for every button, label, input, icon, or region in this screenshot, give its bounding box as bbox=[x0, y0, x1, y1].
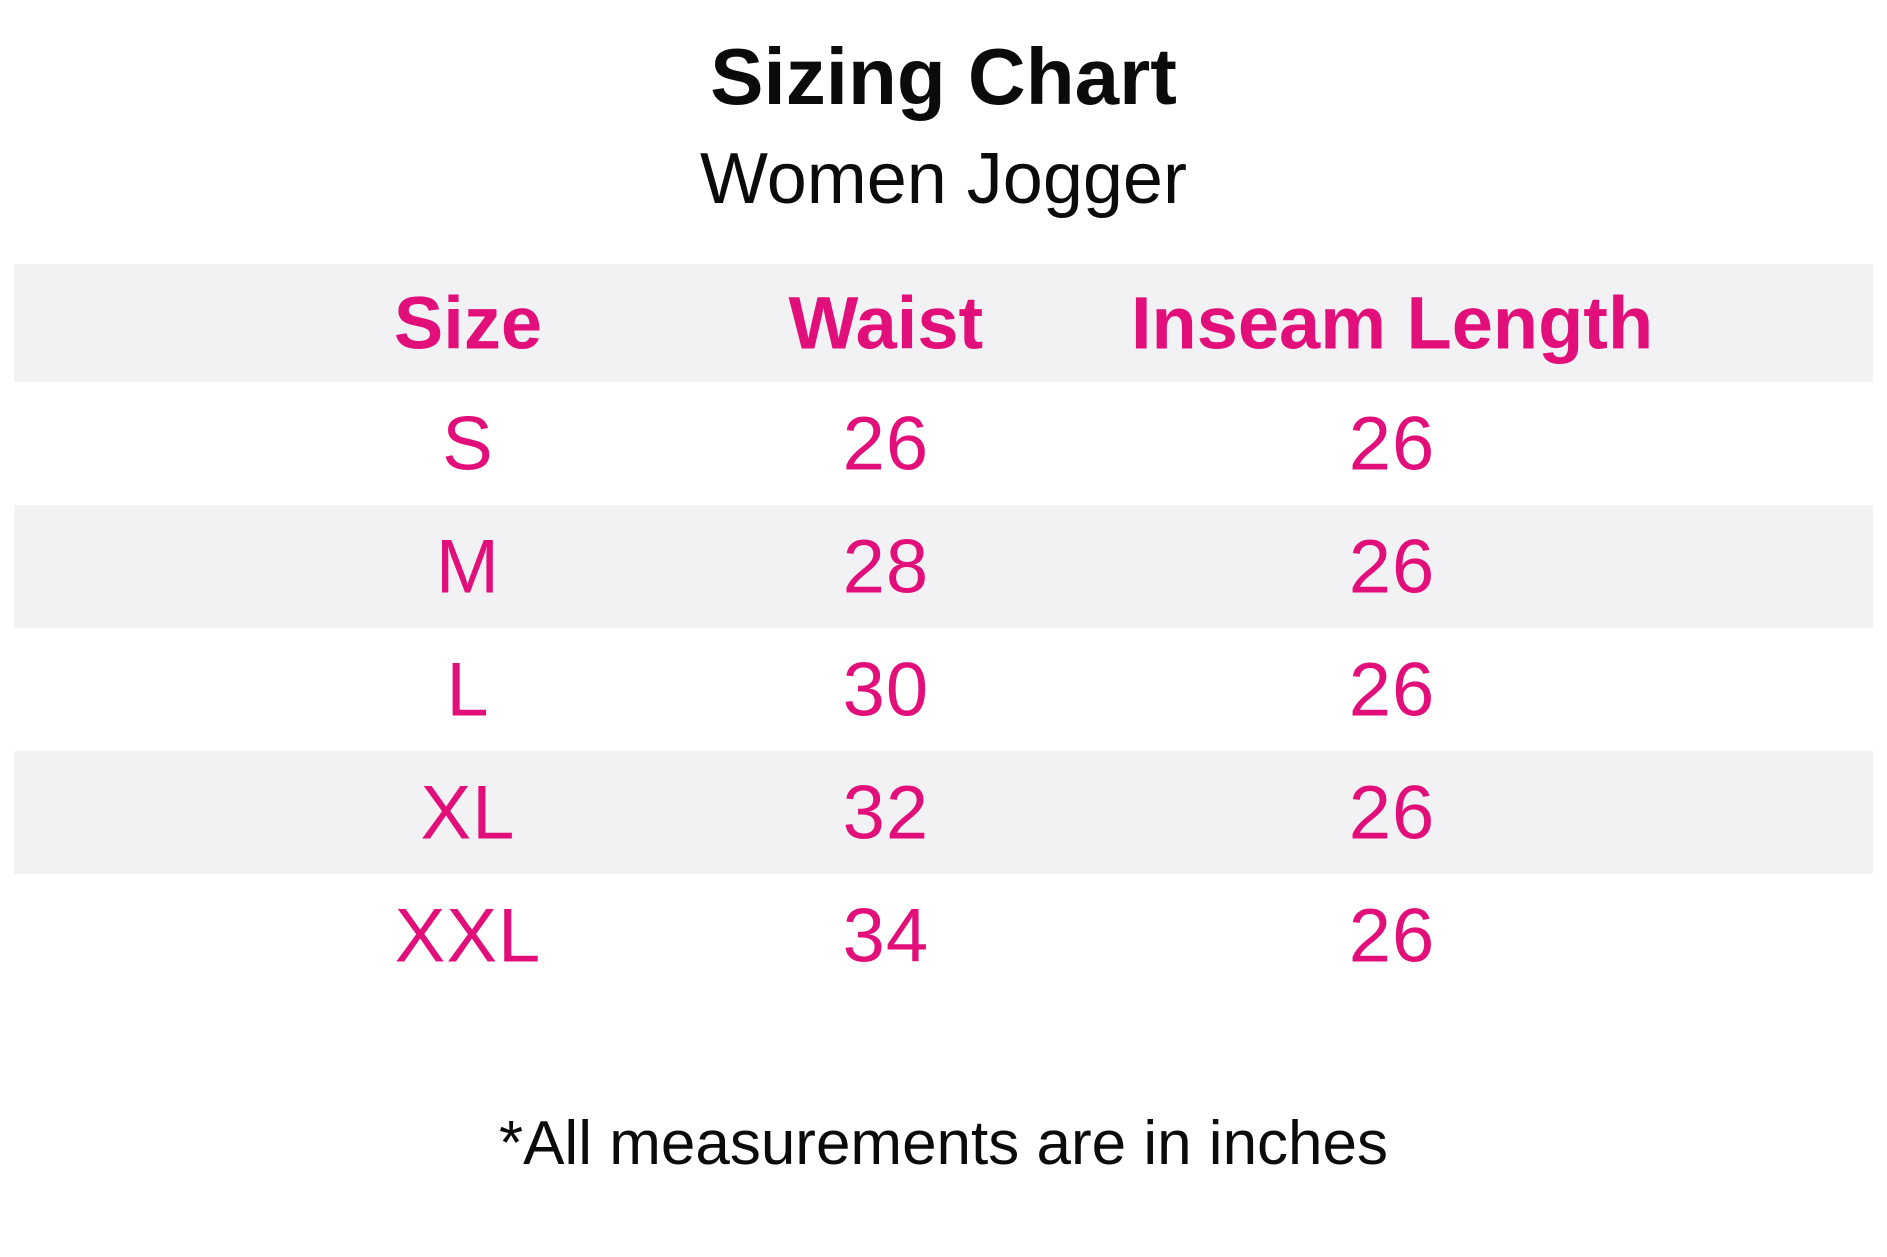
page-title: Sizing Chart bbox=[710, 32, 1177, 121]
header-waist: Waist bbox=[788, 281, 984, 365]
header-size: Size bbox=[393, 281, 542, 365]
waist-cell: 28 bbox=[842, 524, 930, 609]
waist-cell: 32 bbox=[842, 770, 930, 855]
size-cell: L bbox=[446, 647, 490, 732]
size-cell: XXL bbox=[394, 893, 542, 978]
size-cell: XL bbox=[420, 770, 516, 855]
table-row-xl: XL 32 26 bbox=[14, 751, 1873, 874]
waist-cell: 34 bbox=[842, 893, 930, 978]
table-row-xxl: XXL 34 26 bbox=[14, 874, 1873, 997]
table-row-m: M 28 26 bbox=[14, 505, 1873, 628]
inseam-cell: 26 bbox=[1348, 770, 1436, 855]
table-header-row: Size Waist Inseam Length bbox=[14, 264, 1873, 382]
waist-cell: 30 bbox=[842, 647, 930, 732]
table-row-s: S 26 26 bbox=[14, 382, 1873, 505]
page-container: Sizing Chart Women Jogger Size Waist Ins… bbox=[0, 0, 1887, 1178]
inseam-cell: 26 bbox=[1348, 401, 1436, 486]
size-cell: M bbox=[435, 524, 501, 609]
inseam-cell: 26 bbox=[1348, 524, 1436, 609]
size-cell: S bbox=[442, 401, 494, 486]
header-inseam-length: Inseam Length bbox=[1130, 281, 1654, 365]
inseam-cell: 26 bbox=[1348, 893, 1436, 978]
measurements-footnote: *All measurements are in inches bbox=[498, 1109, 1389, 1178]
waist-cell: 26 bbox=[842, 401, 930, 486]
sizing-table: Size Waist Inseam Length S 26 26 M 28 26… bbox=[14, 264, 1873, 997]
table-row-l: L 30 26 bbox=[14, 628, 1873, 751]
inseam-cell: 26 bbox=[1348, 647, 1436, 732]
page-subtitle: Women Jogger bbox=[700, 139, 1187, 220]
